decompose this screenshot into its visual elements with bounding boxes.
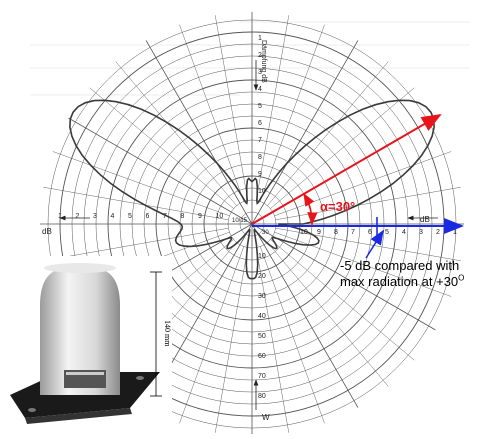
grid-spoke	[45, 148, 230, 217]
grid-spoke	[255, 247, 291, 436]
grid-spoke	[176, 246, 245, 431]
top-tick-label: 6	[258, 120, 262, 127]
left-tick-label: 10	[216, 213, 224, 220]
left-tick-label: 1	[58, 213, 62, 220]
left-tick-label: 9	[198, 213, 202, 220]
top-tick-label: 10	[258, 188, 266, 195]
grid-spoke	[40, 185, 229, 221]
top-tick-label: 2	[258, 52, 262, 59]
right-tick-label: 7	[351, 229, 355, 236]
right-db-label: dB	[420, 215, 430, 224]
bottom-tick-label: 60	[258, 353, 266, 360]
radiation-pattern-curve	[69, 99, 435, 280]
left-tick-label: 8	[181, 213, 185, 220]
bottom-tick-label: 70	[258, 373, 266, 380]
right-tick-label: 9	[317, 229, 321, 236]
grid-spoke	[259, 17, 328, 202]
center-label-left: 10/15	[232, 218, 248, 224]
grid-spoke	[176, 17, 245, 202]
bottom-tick-label: 10	[258, 253, 266, 260]
tick-labels: 1 2 3 4 5 6 7 8 9 10 10 9 8 7 6 5 4 3 2 1 1 2 3 4 5 6 7 8 9 10 10 20 30 4…	[58, 35, 457, 400]
annotation-line-1: -5 dB compared with	[340, 258, 460, 273]
max-radiation-arrow	[251, 113, 442, 225]
bottom-tick-label: 40	[258, 313, 266, 320]
grid-spoke	[275, 185, 464, 221]
grid-spoke	[251, 223, 363, 415]
right-tick-label: 10	[300, 229, 308, 236]
right-tick-label: 1	[453, 229, 457, 236]
center-label-right: 30	[262, 230, 269, 236]
grid-spoke	[61, 113, 253, 225]
top-tick-label: 9	[258, 171, 262, 178]
annotation-superscript: O	[458, 273, 465, 283]
grid-spoke	[255, 12, 291, 201]
top-tick-label: 5	[258, 103, 262, 110]
antenna-dome	[40, 266, 120, 306]
annotation-line-2: max radiation at +30O	[340, 274, 464, 289]
grid-spoke	[83, 82, 234, 209]
top-tick-label: 4	[258, 86, 262, 93]
grid-spoke	[270, 239, 421, 366]
right-tick-label: 4	[402, 229, 406, 236]
grid-spoke	[213, 12, 249, 201]
grid-spoke	[270, 82, 421, 209]
top-tick-label: 7	[258, 137, 262, 144]
left-tick-label: 6	[146, 213, 150, 220]
top-tick-label: 1	[258, 35, 262, 42]
background-table	[30, 21, 470, 96]
annotation-pointer	[365, 229, 384, 259]
grid-spoke	[141, 33, 253, 225]
vertical-axis-label: Dämpfung dB	[260, 40, 267, 83]
right-tick-label: 5	[385, 229, 389, 236]
alpha-arc-back	[305, 195, 318, 226]
left-tick-label: 3	[93, 213, 97, 220]
right-tick-label: 3	[419, 229, 423, 236]
bottom-tick-label: 80	[258, 393, 266, 400]
antenna-photo: 140 mm	[0, 256, 172, 434]
left-tick-label: 2	[76, 213, 80, 220]
left-tick-label: 7	[163, 213, 167, 220]
grid-spoke	[251, 223, 443, 335]
grid-spoke	[110, 55, 237, 206]
top-tick-label: 3	[258, 69, 262, 76]
bottom-tick-label: 50	[258, 333, 266, 340]
left-tick-label: 5	[128, 213, 132, 220]
grid-spoke	[213, 247, 249, 436]
grid-spoke	[267, 55, 394, 206]
right-tick-label: 6	[368, 229, 372, 236]
bottom-tick-label: 20	[258, 273, 266, 280]
grid-spoke	[274, 231, 459, 300]
bottom-axis-label: W	[262, 413, 270, 422]
right-tick-label: 8	[334, 229, 338, 236]
antenna-dimension-label: 140 mm	[163, 320, 172, 347]
grid-spoke	[251, 33, 363, 225]
top-tick-label: 8	[258, 154, 262, 161]
left-tick-label: 4	[111, 213, 115, 220]
alpha-label: α=30°	[320, 199, 355, 214]
grid-spoke	[259, 246, 328, 431]
grid-spoke	[267, 242, 394, 393]
annotation-line-2-text: max radiation at +30	[340, 274, 459, 289]
left-db-label: dB	[42, 227, 52, 236]
right-tick-label: 2	[436, 229, 440, 236]
bottom-tick-label: 30	[258, 293, 266, 300]
